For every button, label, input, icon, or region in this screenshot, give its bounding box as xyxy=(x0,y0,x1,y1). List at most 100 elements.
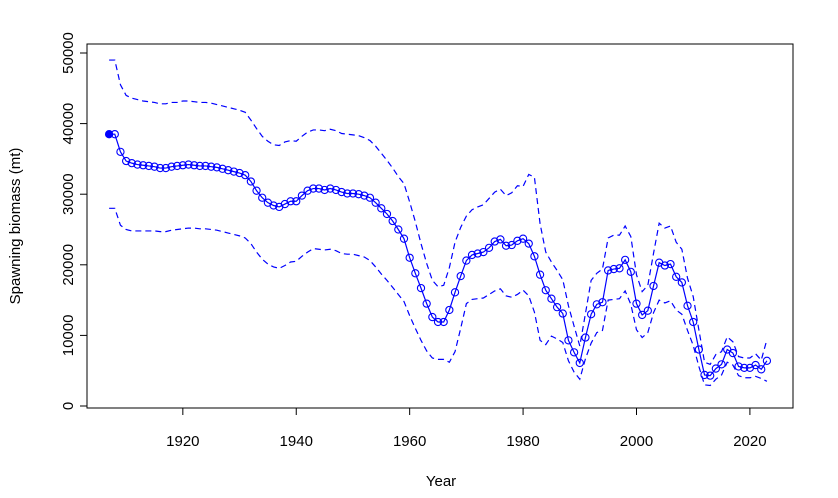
point xyxy=(405,253,414,262)
interval-line xyxy=(109,207,768,387)
point xyxy=(377,204,386,213)
point xyxy=(337,187,346,197)
y-tick-label: 40000 xyxy=(60,103,77,145)
point xyxy=(320,185,329,195)
point xyxy=(354,190,363,199)
point xyxy=(462,256,471,265)
point xyxy=(552,303,562,312)
x-tick-label: 1920 xyxy=(166,433,199,450)
point xyxy=(388,216,397,226)
y-tick-label: 10000 xyxy=(60,315,77,357)
point xyxy=(592,300,601,309)
point xyxy=(490,237,499,246)
point xyxy=(269,201,278,210)
point xyxy=(303,186,312,195)
point xyxy=(297,191,307,200)
point xyxy=(598,298,607,307)
point xyxy=(156,163,165,173)
point xyxy=(734,362,743,371)
point xyxy=(416,283,426,293)
point xyxy=(173,161,182,171)
point xyxy=(133,160,142,169)
point xyxy=(229,167,239,176)
point xyxy=(660,261,669,270)
point xyxy=(728,348,738,358)
point xyxy=(110,130,119,139)
point xyxy=(626,267,635,277)
point xyxy=(711,364,721,373)
point xyxy=(518,234,528,243)
y-axis-label: Spawning biomass (mt) xyxy=(7,148,24,305)
point xyxy=(201,161,210,171)
interval-line xyxy=(109,59,768,366)
point xyxy=(740,363,749,373)
point xyxy=(258,193,267,202)
point xyxy=(649,281,658,291)
point xyxy=(224,166,233,175)
y-tick-label: 0 xyxy=(60,402,77,410)
point xyxy=(484,243,494,253)
plot-frame xyxy=(86,43,794,409)
point xyxy=(496,235,505,244)
point xyxy=(569,348,579,357)
point xyxy=(292,197,301,206)
point xyxy=(343,189,352,198)
point xyxy=(212,163,222,172)
point xyxy=(235,168,244,178)
point xyxy=(161,163,170,173)
point xyxy=(689,317,698,327)
point xyxy=(365,193,375,202)
point xyxy=(184,160,193,169)
x-tick-label: 1940 xyxy=(280,433,313,450)
point xyxy=(666,259,675,269)
point xyxy=(195,161,204,171)
point xyxy=(127,158,136,168)
point xyxy=(558,309,567,318)
point xyxy=(586,310,596,319)
point xyxy=(314,184,324,193)
point xyxy=(575,358,584,368)
x-axis-label: Year xyxy=(426,473,456,490)
point xyxy=(501,241,511,250)
point xyxy=(473,249,482,258)
x-tick-label: 1960 xyxy=(393,433,426,450)
point xyxy=(603,266,613,275)
point xyxy=(167,162,176,171)
point xyxy=(672,272,681,281)
point xyxy=(700,370,709,380)
point xyxy=(524,239,533,248)
point xyxy=(371,198,380,207)
x-tick-label: 2000 xyxy=(620,433,653,450)
point xyxy=(450,288,460,297)
point xyxy=(399,234,409,243)
point xyxy=(150,162,159,171)
point xyxy=(638,310,647,320)
point xyxy=(411,269,420,278)
point xyxy=(535,270,545,279)
point xyxy=(104,130,114,139)
point xyxy=(331,185,341,195)
y-tick-label: 50000 xyxy=(60,32,77,74)
point xyxy=(360,191,369,200)
x-tick-label: 1980 xyxy=(506,433,539,450)
point xyxy=(138,161,148,170)
point xyxy=(507,240,516,250)
point xyxy=(609,264,618,274)
point xyxy=(428,312,437,322)
point xyxy=(286,197,295,206)
point xyxy=(751,360,760,370)
x-tick-label: 2020 xyxy=(733,433,766,450)
point xyxy=(144,161,153,171)
point xyxy=(252,186,261,195)
point xyxy=(615,264,624,273)
point xyxy=(394,225,403,234)
point xyxy=(717,360,726,369)
point xyxy=(433,317,443,327)
y-tick-label: 20000 xyxy=(60,244,77,286)
point xyxy=(706,371,715,380)
point xyxy=(762,356,772,365)
point xyxy=(241,170,250,180)
point xyxy=(632,299,641,308)
point xyxy=(547,294,556,303)
